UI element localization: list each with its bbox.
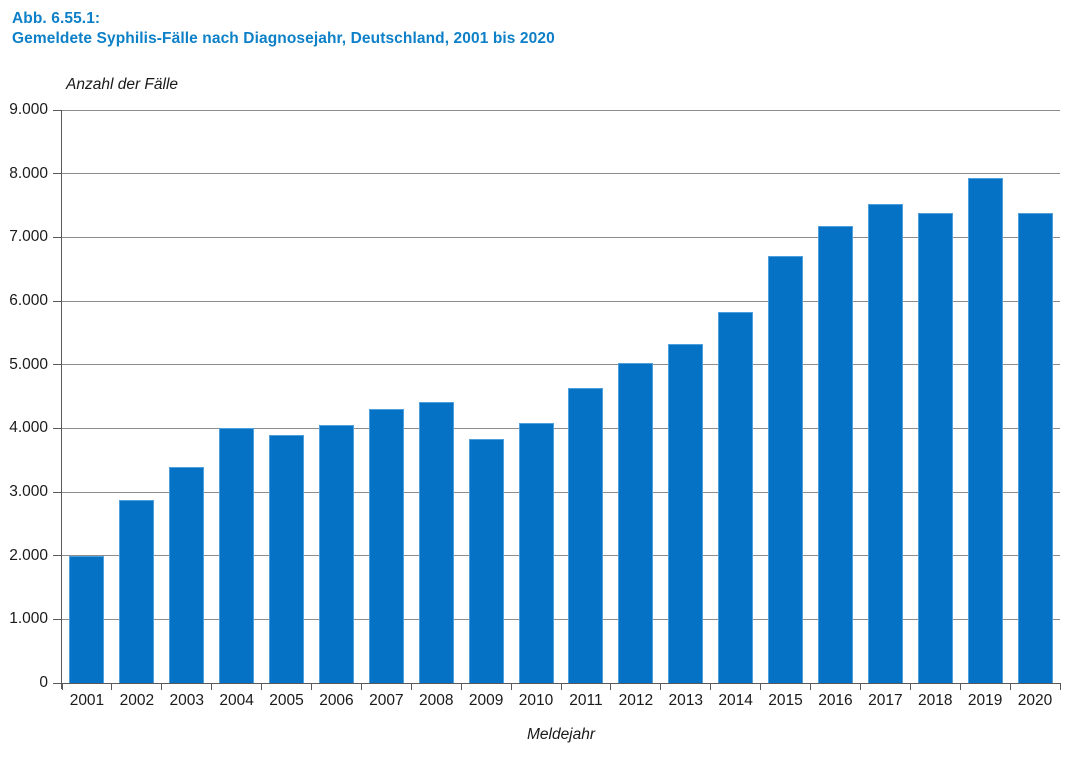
bar-2004 xyxy=(219,428,255,683)
bar-2013 xyxy=(668,343,704,683)
x-tick-label: 2010 xyxy=(518,692,554,709)
y-tick-label: 0 xyxy=(39,674,48,691)
bar-2019 xyxy=(967,177,1003,683)
x-tick-label: 2001 xyxy=(69,692,105,709)
x-tick-label: 2012 xyxy=(618,692,654,709)
bar-2020 xyxy=(1017,212,1053,683)
x-tick-label: 2009 xyxy=(468,692,504,709)
gridline xyxy=(62,364,1060,366)
bar-chart-plot-area: 0 1.000 2.000 3.000 4.000 5.000 6.000 7.000 8.00… xyxy=(9,101,1061,709)
x-axis-tick xyxy=(111,683,113,690)
x-axis-tick xyxy=(810,683,811,690)
x-tick-label: 2014 xyxy=(718,692,753,709)
bar-2017 xyxy=(867,204,903,683)
x-tick-label: 2011 xyxy=(569,692,603,709)
x-tick-label: 2020 xyxy=(1017,692,1053,709)
bar-2011 xyxy=(568,388,604,683)
bar-2005 xyxy=(269,434,305,683)
y-axis-tick xyxy=(53,555,61,557)
gridline xyxy=(62,109,1060,111)
gridline xyxy=(62,173,1060,175)
bar-2014 xyxy=(718,311,754,683)
x-tick-label: 2013 xyxy=(668,692,703,709)
x-axis-tick xyxy=(859,683,861,690)
bar-2002 xyxy=(119,499,155,683)
figure-title: Gemeldete Syphilis-Fälle nach Diagnoseja… xyxy=(12,30,555,47)
bar-2016 xyxy=(817,225,853,683)
gridline xyxy=(62,555,1060,557)
x-axis-tick xyxy=(211,683,213,690)
x-tick-label: 2007 xyxy=(369,692,404,709)
y-axis-tick xyxy=(53,300,61,302)
y-axis-tick xyxy=(53,618,61,620)
gridline xyxy=(62,236,1060,238)
x-tick-label: 2017 xyxy=(868,692,903,709)
bar-2007 xyxy=(368,409,404,683)
y-tick-label: 9.000 xyxy=(9,101,48,118)
x-axis-tick xyxy=(660,683,662,690)
gridline xyxy=(62,300,1060,302)
y-axis-tick xyxy=(53,109,61,111)
figure-number: Abb. 6.55.1: xyxy=(12,10,101,27)
x-tick-label: 2016 xyxy=(818,692,853,709)
y-tick-label: 7.000 xyxy=(9,228,48,246)
gridline xyxy=(62,618,1060,620)
x-axis-tick xyxy=(760,683,762,690)
y-tick-label: 2.000 xyxy=(9,546,48,564)
bar-2012 xyxy=(618,363,654,683)
x-tick-label: 2005 xyxy=(269,692,304,709)
y-tick-label: 8.000 xyxy=(9,164,48,182)
y-axis-title: Anzahl der Fälle xyxy=(66,76,179,93)
bar-2008 xyxy=(418,402,454,683)
x-tick-label: 2003 xyxy=(169,692,204,709)
x-axis-tick xyxy=(959,683,961,690)
x-axis-tick xyxy=(710,683,712,690)
bar-2006 xyxy=(318,425,354,683)
y-axis-tick xyxy=(53,173,61,175)
x-tick-label: 2004 xyxy=(219,692,254,709)
gridline xyxy=(62,491,1060,493)
y-tick-label: 4.000 xyxy=(9,419,48,437)
y-tick-label: 6.000 xyxy=(9,292,48,309)
x-axis-tick xyxy=(161,683,163,690)
bar-2010 xyxy=(518,423,554,683)
y-tick-label: 3.000 xyxy=(9,483,48,500)
y-axis-tick xyxy=(53,364,61,366)
y-tick-label: 1.000 xyxy=(9,610,48,628)
x-axis-tick xyxy=(261,683,263,690)
x-tick-label: 2008 xyxy=(419,692,454,709)
x-axis-tick xyxy=(410,683,412,690)
figure-caption: Abb. 6.55.1: Gemeldete Syphilis-Fälle na… xyxy=(12,9,555,49)
y-axis-line xyxy=(61,110,62,689)
x-tick-label: 2002 xyxy=(119,692,155,709)
x-tick-label: 2019 xyxy=(967,692,1003,709)
x-axis-tick xyxy=(909,683,911,690)
bar-2001 xyxy=(69,555,105,683)
bar-2003 xyxy=(169,467,205,683)
x-axis-tick xyxy=(1059,683,1061,690)
y-axis-tick xyxy=(53,682,61,684)
bar-2009 xyxy=(468,439,504,683)
x-tick-label: 2018 xyxy=(918,692,953,709)
x-tick-label: 2015 xyxy=(768,692,803,709)
bar-2015 xyxy=(768,255,804,683)
y-axis-tick xyxy=(53,427,61,429)
x-tick-label: 2006 xyxy=(319,692,354,709)
x-axis-tick xyxy=(560,683,562,690)
x-axis-tick xyxy=(1009,683,1011,690)
x-axis-tick xyxy=(510,683,512,690)
x-axis-tick xyxy=(610,683,612,690)
x-axis-line xyxy=(62,683,1060,684)
x-axis-tick xyxy=(61,683,63,690)
x-axis-tick xyxy=(311,683,312,690)
bar-2018 xyxy=(917,212,953,683)
x-axis-tick xyxy=(360,683,362,690)
y-tick-label: 5.000 xyxy=(9,355,48,373)
x-axis-title: Meldejahr xyxy=(526,726,596,743)
y-axis-tick xyxy=(53,236,61,238)
y-axis-tick xyxy=(53,491,61,493)
gridline xyxy=(62,427,1060,429)
x-axis-tick xyxy=(460,683,462,690)
